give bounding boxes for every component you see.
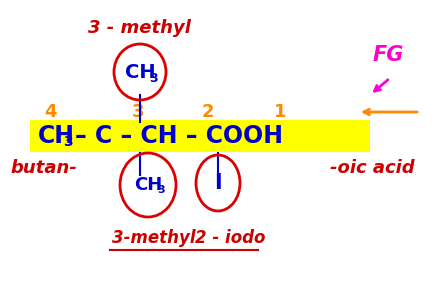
Bar	[30, 120, 370, 152]
Text: CH: CH	[38, 124, 75, 148]
Text: – C – CH – COOH: – C – CH – COOH	[75, 124, 283, 148]
Text: I: I	[214, 173, 222, 193]
Text: CH: CH	[134, 176, 162, 194]
Text: 3: 3	[63, 135, 73, 149]
Text: 3-methyl: 3-methyl	[112, 229, 196, 247]
Text: FG: FG	[372, 45, 404, 65]
Text: 2: 2	[202, 103, 214, 121]
Text: 3: 3	[132, 103, 144, 121]
Text: CH: CH	[125, 62, 155, 82]
Text: 1: 1	[274, 103, 286, 121]
Text: 3 - methyl: 3 - methyl	[88, 19, 191, 37]
Text: 3: 3	[150, 72, 158, 85]
Text: -oic acid: -oic acid	[330, 159, 415, 177]
Text: 3: 3	[157, 185, 165, 195]
Text: butan-: butan-	[10, 159, 77, 177]
Text: 4: 4	[44, 103, 56, 121]
Text: 2 - iodo: 2 - iodo	[195, 229, 265, 247]
